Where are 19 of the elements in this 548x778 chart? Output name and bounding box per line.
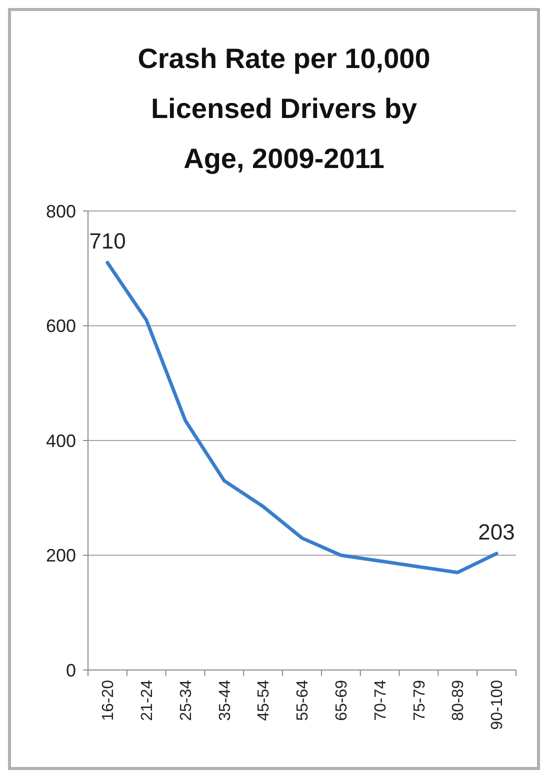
x-tick-label: 55-64: [294, 680, 312, 721]
x-tick-label: 70-74: [372, 680, 390, 721]
x-tick-label: 16-20: [100, 680, 118, 721]
data-label: 203: [478, 520, 515, 545]
y-tick-label: 200: [46, 546, 76, 566]
data-label: 710: [89, 228, 126, 254]
y-tick-label: 800: [46, 201, 76, 222]
y-tick-label: 600: [46, 316, 76, 336]
x-tick-label: 80-89: [450, 680, 468, 721]
x-tick-label: 25-34: [178, 680, 195, 721]
x-tick-label: 35-44: [216, 680, 234, 721]
y-tick-label: 400: [46, 430, 76, 451]
chart-title: Crash Rate per 10,000 Licensed Drivers by Age, 2009-2011: [138, 43, 430, 174]
x-tick-label: 21-24: [138, 680, 156, 721]
x-tick-label: 45-54: [256, 680, 273, 721]
x-tick-label: 75-79: [411, 680, 428, 721]
x-tick-label: 65-69: [334, 680, 351, 721]
y-tick-label: 0: [66, 660, 76, 680]
x-tick-label: 90-100: [489, 680, 506, 730]
